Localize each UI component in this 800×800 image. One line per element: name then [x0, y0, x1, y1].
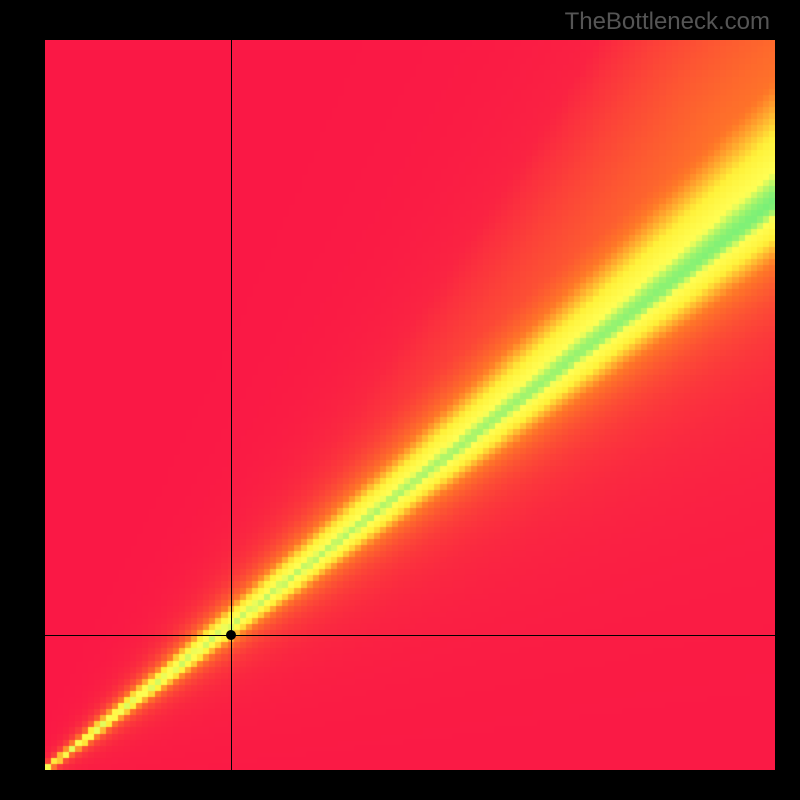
- crosshair-vertical: [231, 40, 232, 770]
- watermark-text: TheBottleneck.com: [565, 8, 770, 36]
- crosshair-horizontal: [45, 635, 775, 636]
- root-container: TheBottleneck.com: [0, 0, 800, 800]
- plot-area: [45, 40, 775, 770]
- crosshair-marker: [226, 630, 236, 640]
- heatmap-canvas: [45, 40, 775, 770]
